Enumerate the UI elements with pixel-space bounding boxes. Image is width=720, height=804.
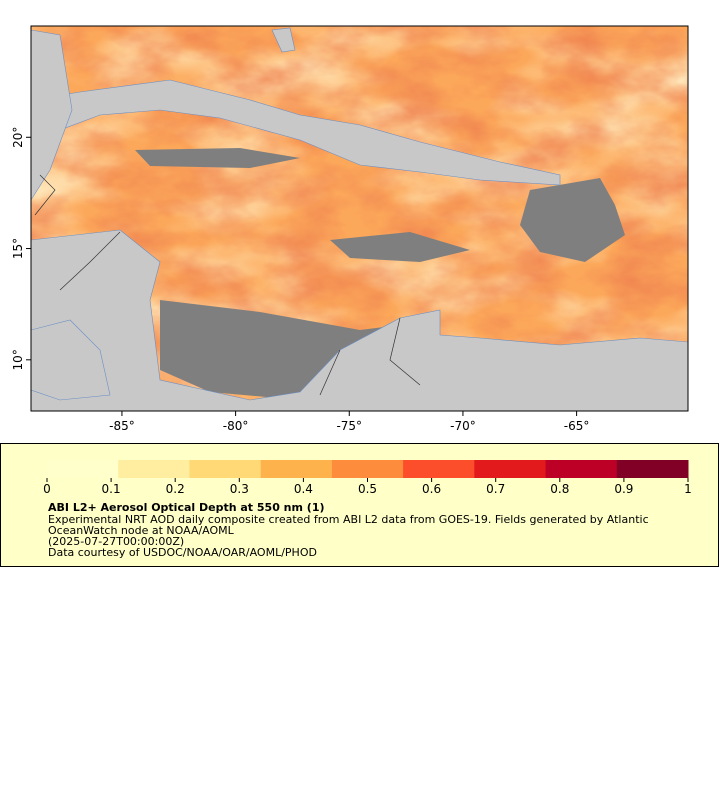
colorbar-swatch (616, 460, 689, 478)
colorbar-tick-label: 0.9 (614, 482, 633, 496)
map-image (31, 26, 688, 411)
y-tick-label: 15° (11, 238, 25, 259)
caption-line: (2025-07-27T00:00:00Z) (48, 535, 184, 548)
x-tick-label: -85° (109, 419, 135, 433)
colorbar-swatch (189, 460, 262, 478)
caption-line: Data courtesy of USDOC/NOAA/OAR/AOML/PHO… (48, 546, 317, 559)
x-tick-label: -75° (336, 419, 362, 433)
colorbar-tick-label: 0.7 (486, 482, 505, 496)
colorbar-swatch (403, 460, 475, 478)
colorbar-tick-label: 0.4 (294, 482, 313, 496)
colorbar-swatch (545, 460, 618, 478)
x-tick-label: -65° (564, 419, 590, 433)
colorbar-swatch (474, 460, 547, 478)
colorbar-tick-label: 0.5 (358, 482, 377, 496)
colorbar-swatch (118, 460, 190, 478)
x-tick-label: -70° (450, 419, 476, 433)
y-tick-label: 20° (11, 127, 25, 148)
caption-line: OceanWatch node at NOAA/AOML (48, 524, 235, 537)
colorbar-tick-label: 0.1 (102, 482, 121, 496)
y-tick-label: 10° (11, 349, 25, 370)
colorbar-tick-label: 0.2 (166, 482, 185, 496)
colorbar-swatch (47, 460, 119, 478)
caption-title: ABI L2+ Aerosol Optical Depth at 550 nm … (48, 501, 325, 514)
caption-line: Experimental NRT AOD daily composite cre… (48, 513, 649, 526)
colorbar-swatch (260, 460, 333, 478)
map-frame (30, 25, 689, 412)
colorbar-tick-label: 0.6 (422, 482, 441, 496)
colorbar-tick-label: 1 (684, 482, 692, 496)
x-tick-label: -80° (223, 419, 249, 433)
colorbar-tick-label: 0 (43, 482, 51, 496)
colorbar-tick-label: 0.8 (550, 482, 569, 496)
colorbar-tick-label: 0.3 (230, 482, 249, 496)
colorbar-swatch (331, 460, 404, 478)
